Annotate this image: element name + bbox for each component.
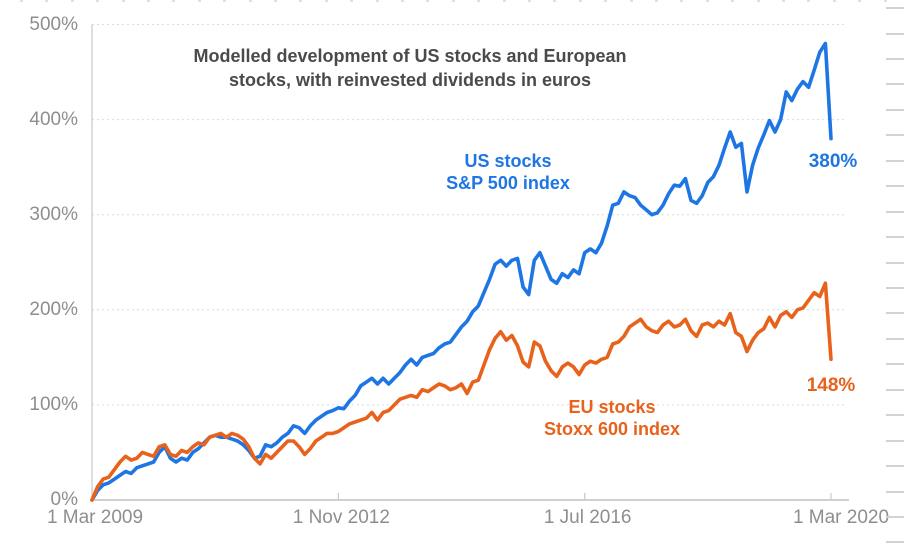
crop-artifact-top-speck [629,0,633,2]
crop-artifact-top-speck [782,0,785,2]
crop-artifact-top-speck [70,0,74,2]
crop-artifact-right-dash [886,134,904,137]
eu-series-label-line2: Stoxx 600 index [543,419,681,439]
crop-artifact-right-dash [886,236,904,238]
eu-end-value-label: 148% [806,375,856,396]
crop-artifact-top-speck [197,0,201,2]
crop-artifact-top-speck [426,0,430,2]
crop-artifact-top-speck [578,0,582,2]
chart-title: Modelled development of US stocks and Eu… [150,44,670,92]
crop-artifact-top-speck [299,0,303,2]
y-axis-tick-label: 300% [29,203,78,225]
series-line-eu [90,281,833,502]
crop-artifact-top-speck [248,0,252,2]
crop-artifact-right-dash [886,83,904,86]
crop-artifact-top-speck [401,0,404,2]
crop-artifact-top-speck [832,0,836,2]
crop-artifact-top-speck [705,0,709,2]
crop-artifact-right-dash [886,312,904,315]
crop-artifact-top-speck [477,0,481,2]
crop-artifact-top-speck [324,0,328,2]
crop-artifact-top-speck [172,0,176,2]
crop-artifact-right-dash [886,363,904,366]
crop-artifact-top-speck [756,0,760,2]
eu-series-label-line1: EU stocks [568,397,656,417]
crop-artifact-top-speck [553,0,557,2]
crop-artifact-top-speck [223,0,227,2]
crop-artifact-top-speck [655,0,658,2]
x-axis-tick-label: 1 Nov 2012 [292,507,390,528]
us-series-label: US stocks S&P 500 index [408,150,608,194]
y-axis-tick-label: 200% [29,298,78,320]
crop-artifact-top-speck [731,0,735,2]
crop-artifact-right-dash [886,516,904,518]
us-series-label-line1: US stocks [464,151,552,171]
crop-artifact-top-speck [528,0,531,2]
crop-artifact-right-dash [886,465,904,468]
crop-artifact-top-speck [375,0,379,2]
crop-artifact-right-dash [886,414,904,417]
x-axis-tick-label: 1 Mar 2020 [792,507,890,528]
crop-artifact-right-dash [886,541,904,544]
crop-artifact-top-speck [502,0,506,2]
chart-title-line2: stocks, with reinvested dividends in eur… [228,70,592,90]
crop-artifact-top-speck [807,0,811,2]
crop-artifact-top-speck [147,0,150,2]
crop-artifact-right-dash [886,108,904,111]
crop-artifact-top-speck [121,0,125,2]
crop-artifact-right-dash [886,286,904,289]
y-axis-tick-label: 100% [29,393,78,415]
crop-artifact-top-speck [274,0,277,2]
crop-artifact-right-dash [886,439,904,442]
crop-artifact-right-dash [886,185,904,188]
us-series-label-line2: S&P 500 index [446,173,570,193]
crop-artifact-top-speck [680,0,684,2]
chart-title-line1: Modelled development of US stocks and Eu… [193,46,627,66]
y-axis-tick-label: 400% [29,108,78,130]
crop-artifact-top-speck [451,0,455,2]
crop-artifact-top-speck [858,0,862,2]
crop-artifact-right-dash [886,261,904,264]
y-axis-tick-label: 0% [50,489,78,510]
eu-series-label: EU stocks Stoxx 600 index [512,396,712,440]
y-axis-tick-label: 500% [29,13,78,35]
crop-artifact-right-dash [886,57,904,60]
crop-artifact-right-dash [886,388,904,391]
crop-artifact-top-speck [350,0,354,2]
series-line-us [90,41,833,502]
crop-artifact-top-speck [604,0,608,2]
us-end-value-label: 380% [808,151,858,172]
crop-artifact-right-dash [886,210,904,213]
x-axis-tick-label: 1 Jul 2016 [543,507,632,528]
crop-artifact-right-dash [886,7,904,9]
crop-artifact-top-speck [883,0,887,2]
crop-artifact-right-dash [886,337,904,340]
x-axis-tick-label: 1 Mar 2009 [46,507,144,528]
crop-artifact-top-speck [96,0,100,2]
crop-artifact-right-dash [886,490,904,493]
crop-artifact-right-dash [886,32,904,35]
crop-artifact-top-speck [20,0,23,2]
crop-artifact-top-speck [45,0,49,2]
crop-artifact-right-dash [886,159,904,162]
